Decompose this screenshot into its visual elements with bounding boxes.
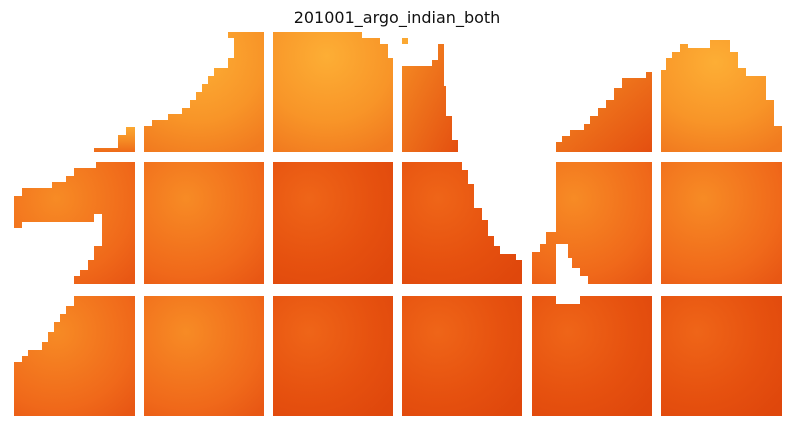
tile-r1-c5 xyxy=(556,72,652,152)
tile-r3-c4 xyxy=(402,296,522,416)
tile-r1-c6 xyxy=(661,40,782,152)
tile-r1-c3 xyxy=(273,32,393,152)
tile-r2-c3 xyxy=(273,162,393,284)
map-title: 201001_argo_indian_both xyxy=(293,8,501,27)
tile-r1-c3-fragment xyxy=(402,38,408,44)
tile-r2-c5 xyxy=(532,162,652,284)
tile-r2-c2 xyxy=(144,162,264,284)
tile-r2-c4 xyxy=(402,162,522,284)
tile-r1-c2 xyxy=(144,32,264,152)
tile-r3-c5 xyxy=(532,296,652,416)
tile-r1-c1 xyxy=(94,127,135,152)
tile-r3-c2 xyxy=(144,296,264,416)
tile-r2-c6 xyxy=(661,162,782,284)
tile-r3-c3 xyxy=(273,296,393,416)
tile-r3-c1 xyxy=(14,296,135,416)
tile-r3-c6 xyxy=(661,296,782,416)
tile-r1-c4 xyxy=(402,44,458,152)
tile-r2-c1 xyxy=(14,162,135,284)
